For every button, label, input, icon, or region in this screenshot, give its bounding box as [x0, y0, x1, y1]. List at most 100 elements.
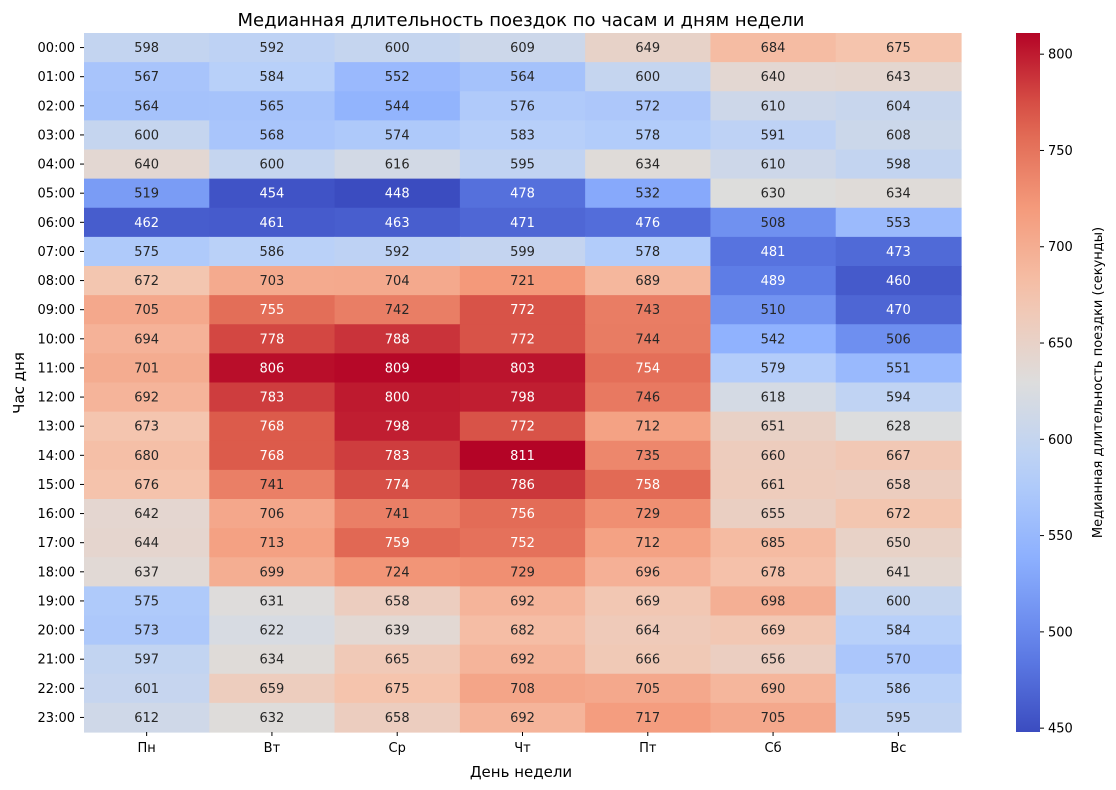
heatmap-cell	[835, 91, 962, 121]
heatmap-cell	[334, 615, 461, 646]
cell-value-label: 584	[886, 624, 911, 639]
cell-value-label: 586	[886, 682, 911, 697]
cell-value-label: 463	[385, 216, 410, 231]
heatmap-cell	[459, 91, 586, 121]
x-tick-label: Чт	[514, 741, 531, 756]
heatmap-cell	[84, 91, 210, 121]
colorbar-tick-label: 700	[1048, 240, 1073, 255]
heatmap-cell	[585, 586, 712, 617]
heatmap-cell	[334, 644, 461, 675]
cell-value-label: 651	[761, 420, 786, 435]
heatmap-cell	[585, 33, 712, 63]
heatmap-cell	[84, 382, 210, 413]
cell-value-label: 684	[761, 41, 786, 56]
heatmap-cell	[710, 528, 837, 558]
heatmap-cell	[585, 266, 712, 296]
cell-value-label: 658	[385, 711, 410, 726]
heatmap-cell	[835, 178, 962, 209]
heatmap-cell	[459, 62, 586, 92]
y-tick-label: 03:00	[38, 128, 75, 143]
cell-value-label: 565	[260, 99, 285, 114]
y-axis-label: Час дня	[10, 352, 28, 414]
cell-value-label: 631	[260, 594, 285, 609]
heatmap-cell	[209, 62, 336, 92]
heatmap-cell	[459, 702, 586, 733]
heatmap-cell	[84, 440, 210, 471]
cell-value-label: 586	[260, 245, 285, 260]
heatmap-cell	[84, 469, 210, 500]
colorbar-tick-label: 750	[1048, 144, 1073, 159]
y-tick-label: 09:00	[38, 303, 75, 318]
heatmap-cell	[835, 469, 962, 500]
cell-value-label: 673	[134, 420, 159, 435]
colorbar-gradient	[1016, 33, 1040, 732]
heatmap-cell	[459, 178, 586, 209]
heatmap-cell	[209, 440, 336, 471]
cell-value-label: 692	[510, 653, 535, 668]
heatmap-cell	[334, 295, 461, 325]
cell-value-label: 572	[635, 99, 660, 114]
heatmap-cell	[459, 266, 586, 296]
cell-value-label: 803	[510, 361, 535, 376]
cell-value-label: 675	[886, 41, 911, 56]
heatmap-cell	[585, 673, 712, 704]
x-tick-label: Ср	[389, 741, 406, 756]
heatmap-cell	[84, 33, 210, 63]
heatmap-cell	[209, 33, 336, 63]
heatmap-cell	[710, 644, 837, 675]
y-tick-label: 08:00	[38, 274, 75, 289]
heatmap-cell	[334, 353, 461, 384]
cell-value-label: 798	[385, 420, 410, 435]
heatmap-cell	[334, 91, 461, 121]
cell-value-label: 680	[134, 449, 159, 464]
cell-value-label: 639	[385, 624, 410, 639]
cell-value-label: 746	[635, 391, 660, 406]
y-tick-label: 23:00	[38, 711, 75, 726]
cell-value-label: 489	[761, 274, 786, 289]
colorbar-tick-label: 600	[1048, 433, 1073, 448]
y-tick-label: 04:00	[38, 158, 75, 173]
cell-value-label: 471	[510, 216, 535, 231]
heatmap-cell	[459, 440, 586, 471]
heatmap-cell	[710, 62, 837, 92]
heatmap-cell	[710, 353, 837, 384]
heatmap-cell	[585, 644, 712, 675]
heatmap-cell	[209, 644, 336, 675]
cell-value-label: 470	[886, 303, 911, 318]
y-tick-label: 11:00	[38, 361, 75, 376]
cell-value-label: 476	[635, 216, 660, 231]
heatmap-cell	[209, 673, 336, 704]
cell-value-label: 579	[761, 361, 786, 376]
heatmap-cell	[710, 702, 837, 733]
cell-value-label: 742	[385, 303, 410, 318]
heatmap-cell	[334, 62, 461, 92]
cell-value-label: 544	[385, 99, 410, 114]
cell-value-label: 699	[260, 565, 285, 580]
cell-value-label: 712	[635, 536, 660, 551]
y-tick-label: 06:00	[38, 216, 75, 231]
y-axis-ticks: 00:00 01:00 02:00 03:00 04:00 05:00 06:00 07:00…	[38, 41, 84, 726]
cell-value-label: 744	[635, 332, 660, 347]
heatmap-cell	[585, 382, 712, 413]
cell-value-label: 609	[510, 41, 535, 56]
cell-value-label: 724	[385, 565, 410, 580]
cell-value-label: 676	[134, 478, 159, 493]
cell-value-label: 567	[134, 70, 159, 85]
cell-value-label: 604	[886, 99, 911, 114]
heatmap-cell	[835, 207, 962, 238]
y-tick-label: 16:00	[38, 507, 75, 522]
heatmap-cell	[710, 615, 837, 646]
y-tick-label: 17:00	[38, 536, 75, 551]
heatmap-cell	[84, 411, 210, 442]
heatmap-cell	[84, 673, 210, 704]
heatmap-cell	[710, 120, 837, 151]
heatmap-cell	[835, 528, 962, 558]
heatmap-cell	[84, 178, 210, 209]
cell-value-label: 689	[635, 274, 660, 289]
heatmap-cell	[710, 411, 837, 442]
cell-value-label: 578	[635, 128, 660, 143]
cell-value-label: 630	[761, 187, 786, 202]
heatmap-cell	[209, 702, 336, 733]
x-axis-ticks: Пн Вт Ср Чт Пт Сб Вс	[138, 732, 906, 756]
colorbar-ticks: 450 500 550 600 650 700 750 800	[1040, 48, 1073, 737]
